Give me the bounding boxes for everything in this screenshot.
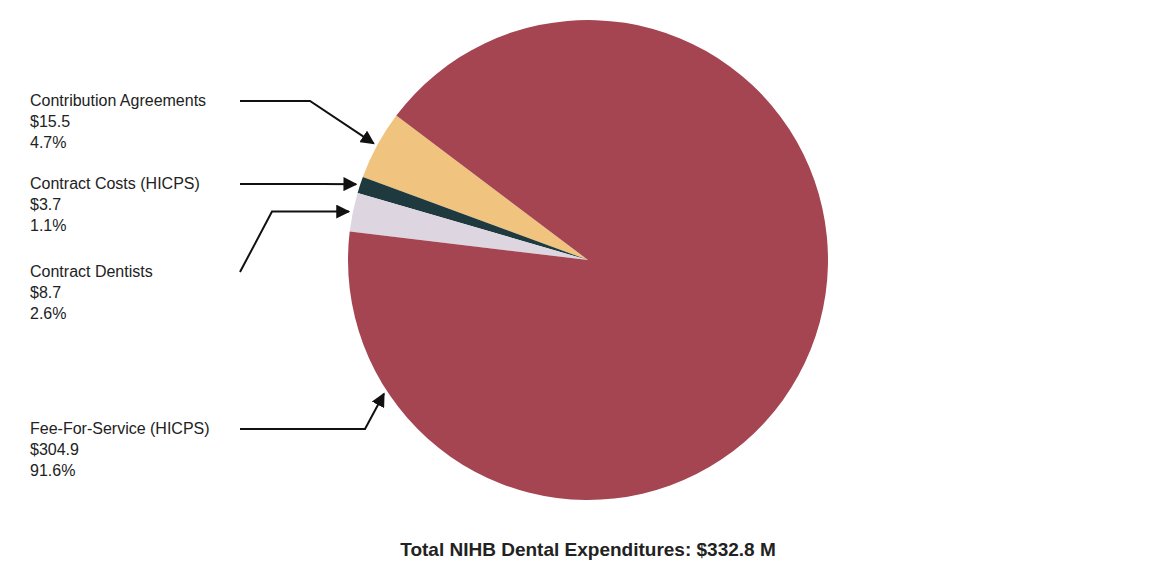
svg-text:$304.9: $304.9: [30, 441, 79, 458]
svg-text:Total NIHB Dental Expenditures: Total NIHB Dental Expenditures: $332.8 M: [400, 539, 776, 560]
svg-text:Contract Costs (HICPS): Contract Costs (HICPS): [30, 175, 200, 192]
svg-text:Contract Dentists: Contract Dentists: [30, 263, 153, 280]
svg-text:$8.7: $8.7: [30, 284, 61, 301]
svg-text:4.7%: 4.7%: [30, 134, 66, 151]
svg-text:91.6%: 91.6%: [30, 462, 75, 479]
svg-text:Contribution Agreements: Contribution Agreements: [30, 92, 206, 109]
svg-text:$3.7: $3.7: [30, 196, 61, 213]
svg-text:2.6%: 2.6%: [30, 305, 66, 322]
svg-text:$15.5: $15.5: [30, 113, 70, 130]
svg-text:1.1%: 1.1%: [30, 217, 66, 234]
svg-text:Fee-For-Service (HICPS): Fee-For-Service (HICPS): [30, 420, 210, 437]
